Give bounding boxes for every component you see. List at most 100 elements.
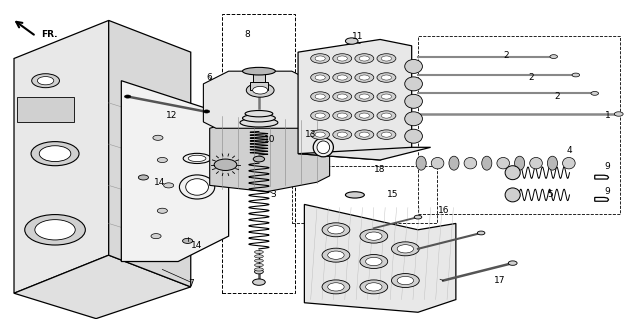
Circle shape bbox=[138, 175, 148, 180]
Text: 10: 10 bbox=[264, 135, 275, 144]
Ellipse shape bbox=[404, 60, 422, 73]
Circle shape bbox=[377, 92, 396, 101]
Circle shape bbox=[315, 94, 325, 99]
Text: 2: 2 bbox=[503, 51, 509, 60]
Circle shape bbox=[377, 54, 396, 63]
Circle shape bbox=[151, 234, 161, 239]
Ellipse shape bbox=[317, 141, 330, 154]
Ellipse shape bbox=[464, 157, 477, 169]
Text: 6: 6 bbox=[207, 73, 212, 82]
Circle shape bbox=[333, 92, 352, 101]
Circle shape bbox=[366, 257, 382, 266]
Circle shape bbox=[39, 146, 71, 162]
Ellipse shape bbox=[497, 157, 510, 169]
Ellipse shape bbox=[243, 68, 275, 75]
Circle shape bbox=[382, 56, 391, 61]
Circle shape bbox=[377, 73, 396, 82]
Circle shape bbox=[355, 73, 374, 82]
Circle shape bbox=[377, 130, 396, 140]
Circle shape bbox=[337, 56, 347, 61]
Circle shape bbox=[322, 280, 350, 294]
Polygon shape bbox=[14, 20, 108, 293]
Circle shape bbox=[25, 215, 86, 245]
Ellipse shape bbox=[254, 255, 263, 258]
Circle shape bbox=[214, 159, 237, 171]
Text: 12: 12 bbox=[166, 111, 178, 120]
Circle shape bbox=[32, 74, 60, 88]
Ellipse shape bbox=[346, 192, 365, 198]
Circle shape bbox=[614, 112, 623, 116]
Bar bbox=[418, 36, 620, 214]
Text: FR.: FR. bbox=[41, 30, 58, 39]
Circle shape bbox=[360, 280, 388, 294]
Circle shape bbox=[246, 83, 274, 97]
Circle shape bbox=[315, 56, 325, 61]
Circle shape bbox=[157, 208, 167, 213]
Circle shape bbox=[328, 251, 344, 259]
Circle shape bbox=[382, 75, 391, 80]
Ellipse shape bbox=[431, 157, 444, 169]
Ellipse shape bbox=[179, 175, 215, 199]
Ellipse shape bbox=[547, 156, 557, 170]
Circle shape bbox=[377, 111, 396, 120]
Circle shape bbox=[157, 157, 167, 163]
Text: 2: 2 bbox=[529, 73, 534, 82]
Circle shape bbox=[322, 223, 350, 237]
Circle shape bbox=[591, 92, 598, 95]
Polygon shape bbox=[204, 71, 317, 128]
Circle shape bbox=[359, 113, 370, 118]
Circle shape bbox=[315, 113, 325, 118]
Text: 15: 15 bbox=[387, 190, 399, 199]
Ellipse shape bbox=[505, 166, 521, 180]
Polygon shape bbox=[14, 255, 191, 319]
Circle shape bbox=[359, 56, 370, 61]
Polygon shape bbox=[121, 81, 229, 261]
Circle shape bbox=[311, 111, 330, 120]
Polygon shape bbox=[108, 20, 191, 287]
Text: 4: 4 bbox=[567, 146, 573, 155]
Circle shape bbox=[337, 94, 347, 99]
Circle shape bbox=[315, 75, 325, 80]
Circle shape bbox=[333, 54, 352, 63]
Ellipse shape bbox=[416, 156, 426, 170]
Circle shape bbox=[333, 130, 352, 140]
Ellipse shape bbox=[245, 110, 273, 117]
Circle shape bbox=[164, 183, 174, 188]
Circle shape bbox=[397, 245, 413, 253]
Circle shape bbox=[359, 94, 370, 99]
Circle shape bbox=[382, 113, 391, 118]
Text: 9: 9 bbox=[604, 187, 611, 196]
Circle shape bbox=[337, 113, 347, 118]
Ellipse shape bbox=[530, 157, 542, 169]
Circle shape bbox=[311, 73, 330, 82]
Circle shape bbox=[359, 75, 370, 80]
Circle shape bbox=[391, 242, 419, 256]
Circle shape bbox=[550, 55, 557, 59]
Ellipse shape bbox=[404, 77, 422, 91]
Text: 14: 14 bbox=[153, 178, 165, 187]
Circle shape bbox=[35, 220, 75, 240]
Text: 7: 7 bbox=[188, 279, 193, 288]
Circle shape bbox=[477, 231, 485, 235]
Text: 3: 3 bbox=[270, 190, 276, 199]
Bar bbox=[252, 72, 265, 82]
Circle shape bbox=[337, 132, 347, 137]
Circle shape bbox=[254, 269, 263, 274]
Circle shape bbox=[315, 132, 325, 137]
Ellipse shape bbox=[254, 268, 263, 271]
Ellipse shape bbox=[482, 156, 492, 170]
Text: 5: 5 bbox=[548, 190, 553, 199]
Circle shape bbox=[355, 92, 374, 101]
Circle shape bbox=[252, 279, 265, 285]
Circle shape bbox=[360, 254, 388, 268]
Circle shape bbox=[382, 94, 391, 99]
Circle shape bbox=[333, 111, 352, 120]
Ellipse shape bbox=[254, 263, 263, 267]
Circle shape bbox=[253, 156, 264, 162]
Text: 17: 17 bbox=[495, 276, 506, 285]
Circle shape bbox=[337, 75, 347, 80]
Ellipse shape bbox=[515, 156, 525, 170]
Text: 13: 13 bbox=[305, 130, 316, 139]
Ellipse shape bbox=[505, 188, 521, 202]
Circle shape bbox=[311, 130, 330, 140]
